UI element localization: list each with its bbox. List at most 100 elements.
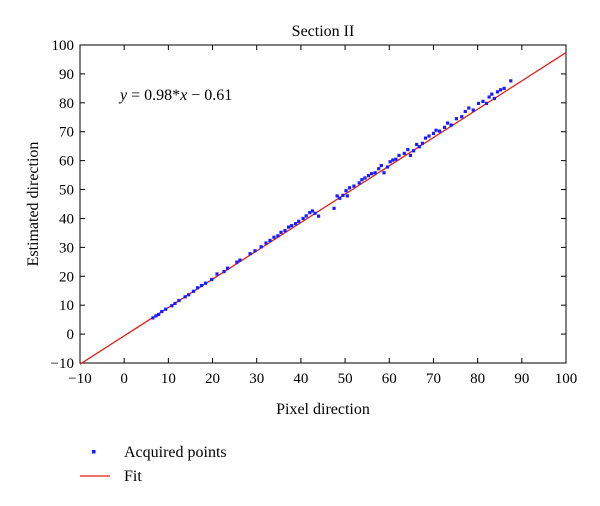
- data-point: [294, 222, 298, 226]
- data-point: [481, 99, 485, 103]
- data-point: [332, 206, 336, 210]
- data-point: [187, 293, 191, 297]
- data-point: [360, 178, 364, 182]
- data-point: [502, 86, 506, 90]
- data-point: [164, 307, 168, 311]
- data-point: [248, 252, 252, 256]
- data-point: [394, 157, 398, 161]
- data-point: [373, 171, 377, 175]
- data-point: [352, 184, 356, 188]
- data-point: [415, 142, 419, 147]
- data-point: [417, 145, 421, 149]
- data-point: [370, 172, 374, 176]
- data-point: [377, 167, 381, 171]
- data-point: [347, 186, 352, 190]
- data-point: [366, 174, 371, 178]
- data-point: [259, 245, 263, 249]
- data-point: [203, 281, 208, 285]
- data-point: [225, 266, 230, 270]
- x-tick-label: 100: [555, 371, 578, 387]
- y-tick-label: 60: [59, 154, 74, 170]
- data-point: [495, 90, 500, 94]
- data-point: [408, 153, 413, 158]
- y-axis: −10 0 10 20 30 40 50 60 70 80 90 100: [51, 38, 566, 372]
- equation-x-variable: x: [179, 87, 187, 104]
- data-point: [487, 95, 491, 99]
- data-point: [445, 121, 450, 125]
- x-tick-label: 90: [514, 371, 529, 387]
- data-point: [454, 117, 459, 121]
- y-tick-label: 50: [59, 183, 74, 199]
- data-point: [442, 125, 447, 129]
- data-point: [283, 228, 287, 233]
- data-point: [463, 109, 467, 114]
- data-point: [476, 101, 481, 105]
- data-point: [490, 92, 494, 96]
- data-point: [290, 224, 294, 228]
- data-point: [210, 277, 214, 282]
- x-tick-label: 40: [293, 371, 308, 387]
- y-tick-label: 80: [59, 96, 74, 112]
- data-point: [357, 181, 361, 185]
- data-point: [391, 158, 395, 162]
- fit-equation: y = 0.98*x − 0.61: [118, 87, 232, 104]
- x-tick-label: −10: [68, 371, 91, 387]
- data-point: [434, 128, 438, 132]
- data-point: [427, 134, 431, 138]
- data-point: [467, 106, 471, 110]
- data-point: [411, 149, 416, 153]
- data-point: [499, 88, 503, 92]
- data-point: [382, 171, 386, 175]
- data-point: [316, 214, 321, 218]
- x-axis-title: Pixel direction: [276, 401, 370, 418]
- x-tick-label: 70: [426, 371, 441, 387]
- y-tick-label: 0: [67, 327, 75, 343]
- x-tick-label: 50: [338, 371, 353, 387]
- data-point: [222, 270, 226, 274]
- data-point: [276, 234, 280, 238]
- data-point: [313, 211, 317, 215]
- x-axis: −10 0 10 20 30 40 50 60 70 80 90 100: [68, 45, 577, 387]
- data-point: [191, 289, 196, 293]
- data-point: [406, 148, 410, 152]
- chart-title: Section II: [292, 23, 355, 40]
- data-point: [160, 309, 164, 314]
- data-point: [199, 283, 204, 288]
- legend-item-points: Acquired points: [92, 444, 227, 461]
- data-point: [335, 194, 339, 198]
- data-points-layer: [151, 79, 513, 320]
- y-axis-title: Estimated direction: [25, 142, 42, 267]
- data-point: [154, 314, 158, 318]
- data-point: [338, 196, 342, 200]
- y-tick-label: 30: [59, 240, 74, 256]
- data-point: [438, 129, 442, 133]
- data-point: [304, 214, 308, 218]
- data-point: [388, 160, 392, 164]
- data-point: [379, 163, 383, 168]
- y-tick-label: 10: [59, 298, 74, 314]
- data-point: [308, 211, 312, 215]
- data-point: [279, 230, 283, 234]
- x-tick-label: 30: [249, 371, 264, 387]
- data-point: [286, 225, 291, 229]
- y-tick-label: 100: [52, 38, 75, 54]
- data-point: [344, 189, 348, 193]
- equation-coefficient: = 0.98*: [127, 87, 180, 104]
- legend: Acquired points Fit: [80, 444, 227, 485]
- equation-intercept: − 0.61: [187, 87, 232, 104]
- data-point: [484, 101, 489, 105]
- data-point: [363, 176, 367, 180]
- equation-y-variable: y: [118, 87, 128, 104]
- data-point: [170, 304, 174, 308]
- data-point: [151, 316, 155, 320]
- data-point: [297, 219, 301, 223]
- data-point: [268, 238, 272, 243]
- y-tick-label: 90: [59, 67, 74, 83]
- data-point: [449, 123, 453, 127]
- data-point: [157, 312, 161, 317]
- data-point: [423, 136, 428, 140]
- data-point: [471, 108, 475, 112]
- legend-item-fit: Fit: [80, 468, 142, 485]
- data-point: [253, 249, 257, 253]
